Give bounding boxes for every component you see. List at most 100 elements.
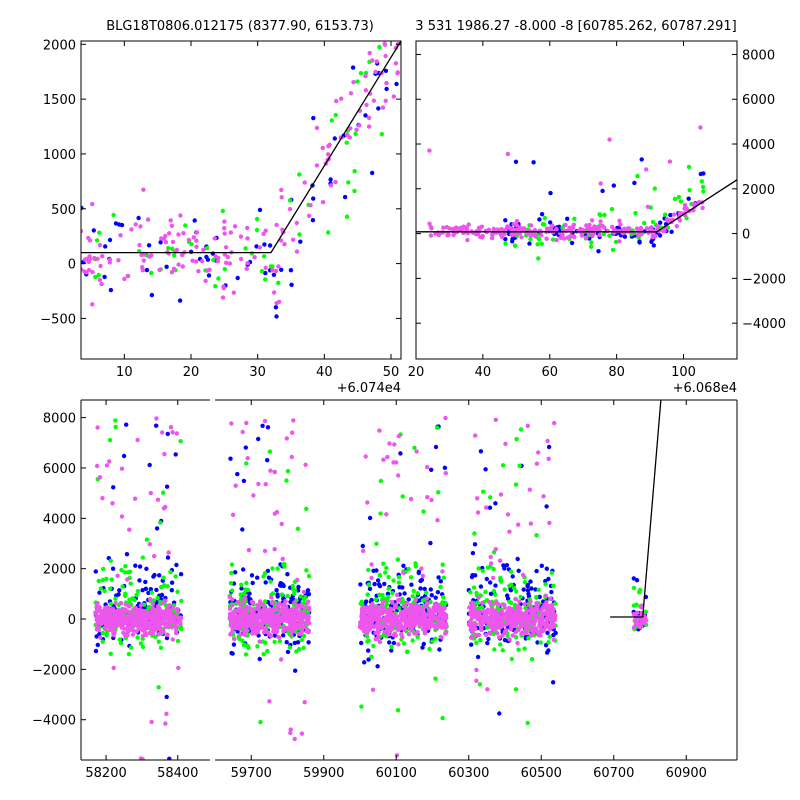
data-point-magenta	[201, 247, 206, 253]
data-point-magenta	[427, 221, 432, 226]
data-point-magenta	[438, 605, 444, 610]
data-point-magenta	[505, 621, 510, 626]
data-point-magenta	[262, 418, 268, 424]
data-point-magenta	[110, 501, 115, 506]
data-point-magenta	[339, 96, 344, 101]
data-point-magenta	[410, 619, 415, 624]
data-point-green	[528, 236, 533, 242]
data-point-green	[170, 246, 175, 251]
zoom-right-ytick-label: 2000	[742, 183, 775, 198]
data-point-green	[178, 625, 184, 630]
data-point-magenta	[94, 604, 99, 609]
data-point-magenta	[489, 235, 495, 241]
data-point-blue	[701, 171, 706, 176]
data-point-green	[609, 207, 615, 212]
data-point-magenta	[107, 257, 113, 262]
data-point-magenta	[241, 600, 247, 605]
data-point-magenta	[402, 627, 407, 632]
data-point-magenta	[393, 633, 398, 638]
data-point-magenta	[375, 604, 380, 609]
data-point-magenta	[473, 632, 479, 638]
data-point-magenta	[100, 254, 105, 259]
data-point-blue	[529, 586, 534, 591]
data-point-magenta	[148, 490, 153, 496]
data-point-magenta	[479, 627, 484, 632]
data-point-magenta	[476, 595, 481, 600]
data-point-magenta	[451, 227, 456, 232]
data-point-magenta	[383, 98, 388, 104]
data-point-magenta	[295, 609, 300, 615]
data-point-magenta	[238, 632, 243, 637]
data-point-magenta	[534, 604, 539, 610]
data-point-blue	[375, 578, 381, 583]
data-point-magenta	[243, 624, 248, 630]
data-point-magenta	[496, 602, 501, 607]
data-point-magenta	[178, 213, 183, 218]
data-point-magenta	[141, 613, 146, 618]
data-point-green	[686, 164, 692, 170]
data-point-blue	[124, 552, 130, 557]
data-point-green	[476, 566, 481, 571]
data-point-magenta	[149, 253, 154, 258]
data-point-magenta	[484, 505, 489, 510]
data-point-magenta	[125, 273, 130, 279]
data-point-magenta	[488, 554, 493, 560]
data-point-green	[493, 592, 498, 597]
data-point-magenta	[513, 596, 518, 602]
data-point-magenta	[362, 613, 367, 618]
data-point-magenta	[528, 223, 534, 228]
data-point-green	[295, 526, 301, 531]
data-point-blue	[274, 314, 279, 319]
data-point-magenta	[272, 607, 277, 613]
data-point-magenta	[538, 633, 543, 638]
data-point-magenta	[493, 600, 498, 605]
data-point-magenta	[155, 497, 161, 502]
data-point-green	[500, 463, 506, 468]
data-point-green	[297, 172, 302, 177]
data-point-magenta	[363, 88, 369, 93]
data-point-green	[255, 644, 260, 649]
data-point-blue	[417, 598, 422, 603]
data-point-blue	[428, 587, 433, 592]
data-point-green	[421, 509, 426, 514]
data-point-green	[220, 208, 225, 214]
data-point-magenta	[86, 267, 92, 273]
data-point-magenta	[282, 617, 287, 622]
data-point-magenta	[480, 233, 485, 239]
data-point-green	[512, 243, 518, 248]
data-point-blue	[611, 183, 616, 188]
data-point-magenta	[434, 609, 439, 614]
data-point-magenta	[503, 441, 508, 446]
data-point-magenta	[170, 239, 176, 245]
data-point-green	[607, 233, 612, 238]
data-point-magenta	[592, 227, 598, 232]
data-point-green	[401, 641, 407, 646]
data-point-green	[175, 589, 180, 594]
data-point-magenta	[534, 615, 539, 620]
data-point-magenta	[149, 719, 154, 725]
data-point-magenta	[139, 622, 144, 627]
data-point-green	[547, 634, 552, 639]
data-point-blue	[146, 243, 152, 248]
data-point-blue	[469, 642, 474, 647]
data-point-magenta	[579, 233, 585, 238]
data-point-magenta	[493, 417, 498, 422]
data-point-blue	[164, 635, 170, 641]
data-point-magenta	[104, 463, 110, 468]
data-point-blue	[174, 562, 179, 568]
data-point-green	[411, 588, 416, 594]
data-point-magenta	[602, 225, 607, 230]
data-point-magenta	[366, 115, 372, 121]
data-point-magenta	[538, 615, 543, 621]
data-point-green	[601, 231, 606, 237]
data-point-magenta	[382, 599, 387, 604]
zoom-left-ytick-label: 1000	[43, 148, 76, 163]
data-point-magenta	[230, 622, 235, 628]
plot-area	[81, 41, 401, 319]
data-point-magenta	[394, 592, 400, 598]
data-point-blue	[377, 583, 383, 589]
data-point-green	[113, 424, 118, 430]
data-point-green	[513, 635, 519, 640]
data-point-magenta	[94, 463, 100, 469]
data-point-magenta	[495, 631, 500, 636]
